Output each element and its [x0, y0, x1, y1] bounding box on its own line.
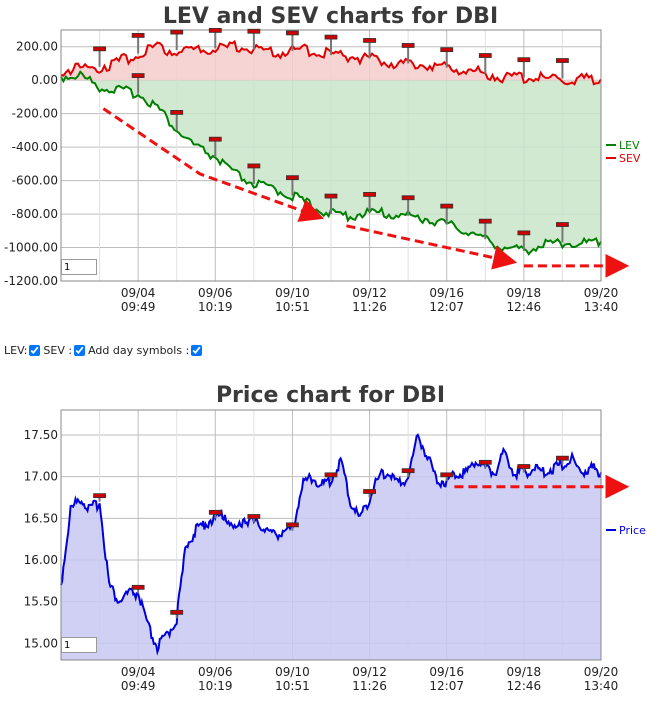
lev-sev-day-marker [363, 38, 376, 43]
lev-day-marker [247, 163, 261, 169]
price-legend-label: Price [619, 524, 646, 537]
price-ytick-label: 16.00 [24, 553, 58, 567]
price-xtick-label: 09/06 10:19 [198, 665, 233, 693]
lev-sev-day-marker [440, 47, 454, 53]
lev-day-marker [286, 175, 299, 181]
price-day-marker [208, 509, 222, 515]
price-series-price-area [61, 434, 601, 660]
price-xtick-label: 09/16 12:07 [429, 665, 464, 693]
sev-checkbox-label: SEV : [43, 344, 73, 357]
lev-ytick-label: -200.00 [12, 107, 58, 121]
day-symbols-checkbox-label: Add day symbols : [88, 344, 190, 357]
lev-xtick-label: 09/04 09:49 [121, 286, 156, 314]
lev-plot-border [60, 29, 602, 282]
price-ytick-label: 15.00 [24, 636, 58, 650]
price-day-marker [556, 455, 569, 461]
lev-checkbox[interactable] [29, 345, 41, 356]
lev-day-marker [556, 222, 569, 227]
price-day-marker [324, 472, 338, 478]
price-ytick-label: 17.50 [24, 428, 58, 442]
price-ytick-label: 17.00 [24, 470, 58, 484]
price-xtick-label: 09/18 12:46 [507, 665, 542, 693]
lev-series-sev-area [61, 41, 601, 85]
lev-sev-chart: 200.00 0.00 -200.00 -400.00 -600.00 -800.00 -1… [4, 28, 641, 314]
lev-ytick-label: -400.00 [12, 140, 58, 154]
lev-xtick-label: 09/12 11:26 [352, 286, 387, 314]
lev-sev-day-marker [286, 30, 299, 36]
lev-xtick-label: 09/20 13:40 [584, 286, 619, 314]
price-xtick-label: 09/04 09:49 [121, 665, 156, 693]
day-symbols-checkbox[interactable] [191, 345, 203, 356]
lev-day-marker [131, 73, 145, 78]
lev-sev-day-marker [247, 28, 261, 34]
lev-trend-arrow [102, 107, 325, 222]
sev-checkbox[interactable] [74, 345, 86, 356]
price-day-marker [440, 472, 454, 478]
price-plot-border [60, 409, 602, 661]
lev-sev-day-marker [324, 34, 338, 40]
lev-ytick-label: -1200.00 [4, 274, 58, 288]
price-chart: 17.50 17.00 16.50 16.00 15.50 15.00 09/04 09:49… [24, 409, 646, 693]
lev-sev-day-marker [131, 33, 145, 38]
lev-day-marker [324, 193, 338, 199]
lev-xtick-label: 09/16 12:07 [429, 286, 464, 314]
price-day-marker [93, 493, 106, 499]
price-xtick-label: 09/20 13:40 [584, 665, 619, 693]
lev-day-marker [478, 218, 492, 224]
lev-ytick-label: 0.00 [31, 73, 58, 87]
lev-day-marker [440, 203, 454, 209]
lev-sev-day-marker [517, 57, 531, 63]
price-chart-title: Price chart for DBI [215, 383, 446, 408]
lev-sev-day-marker [208, 28, 222, 33]
lev-day-marker [170, 110, 184, 115]
lev-sev-day-marker [93, 46, 106, 52]
price-xtick-label: 09/12 11:26 [352, 665, 387, 693]
lev-day-marker [363, 191, 376, 197]
chart-controls: LEV: SEV : Add day symbols : [4, 344, 205, 357]
price-day-marker [401, 468, 415, 474]
lev-sev-day-marker [556, 58, 569, 63]
lev-page-input[interactable] [61, 259, 97, 275]
lev-xtick-label: 09/06 10:19 [198, 286, 233, 314]
lev-ytick-label: -800.00 [12, 207, 58, 221]
lev-day-marker [517, 230, 531, 236]
lev-ytick-label: -1000.00 [4, 241, 58, 255]
price-day-marker [170, 609, 184, 615]
price-series-price-line [60, 433, 602, 656]
price-day-marker [478, 459, 492, 465]
price-day-marker [247, 514, 261, 519]
price-day-marker [363, 489, 376, 494]
lev-legend-label: SEV [619, 152, 641, 165]
price-day-marker [131, 584, 145, 590]
lev-sev-day-marker [401, 43, 415, 48]
lev-sev-day-marker [170, 29, 184, 35]
lev-series-lev-area [61, 71, 601, 255]
price-page-input[interactable] [61, 637, 97, 653]
price-day-marker [286, 522, 299, 528]
lev-day-marker [208, 136, 222, 142]
price-day-marker [517, 464, 531, 469]
lev-xtick-label: 09/10 10:51 [275, 286, 310, 314]
lev-ytick-label: -600.00 [12, 174, 58, 188]
lev-legend-label: LEV [619, 139, 640, 152]
price-ytick-label: 16.50 [24, 511, 58, 525]
price-ytick-label: 15.50 [24, 595, 58, 609]
lev-ytick-label: 200.00 [16, 40, 58, 54]
lev-xtick-label: 09/18 12:46 [507, 286, 542, 314]
price-xtick-label: 09/10 10:51 [275, 665, 310, 693]
lev-sev-day-marker [478, 53, 492, 58]
lev-sev-chart-title: LEV and SEV charts for DBI [162, 4, 499, 29]
lev-day-marker [401, 195, 415, 201]
lev-checkbox-label: LEV: [4, 344, 28, 357]
